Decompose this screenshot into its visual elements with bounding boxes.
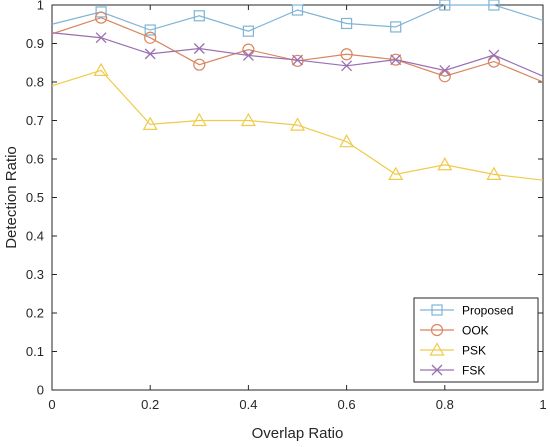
data-point bbox=[439, 64, 451, 76]
legend-item-fsk: FSK bbox=[420, 364, 485, 378]
data-point bbox=[95, 32, 107, 44]
data-point bbox=[339, 133, 355, 148]
y-axis-title: Detection Ratio bbox=[3, 146, 20, 249]
data-point bbox=[439, 0, 451, 11]
data-point bbox=[144, 48, 156, 60]
data-point bbox=[242, 25, 254, 37]
y-tick-label: 0.4 bbox=[26, 229, 44, 244]
x-tick-label: 0.6 bbox=[338, 397, 356, 412]
y-tick-label: 0.1 bbox=[26, 344, 44, 359]
data-point bbox=[389, 53, 402, 66]
data-point bbox=[341, 60, 353, 72]
legend: Proposed OOK PSK FSK bbox=[413, 297, 539, 383]
data-point bbox=[486, 166, 502, 180]
data-point bbox=[93, 62, 109, 77]
y-tick-label: 0.9 bbox=[26, 36, 44, 51]
y-tick-label: 0.3 bbox=[26, 267, 44, 282]
data-point bbox=[340, 48, 353, 61]
x-tick-label: 0.2 bbox=[141, 397, 159, 412]
y-tick-label: 0.8 bbox=[26, 75, 44, 90]
legend-item-proposed: Proposed bbox=[420, 304, 513, 318]
data-point bbox=[193, 10, 205, 22]
y-tick-label: 0.6 bbox=[26, 152, 44, 167]
series-line-proposed bbox=[51, 4, 544, 32]
legend-marker bbox=[430, 323, 444, 337]
y-tick-label: 0.2 bbox=[26, 306, 44, 321]
data-point bbox=[341, 17, 353, 30]
data-point bbox=[193, 58, 206, 71]
data-point bbox=[94, 11, 108, 24]
data-point bbox=[292, 54, 303, 66]
data-point bbox=[488, 49, 500, 61]
legend-marker bbox=[431, 364, 443, 376]
data-point bbox=[291, 4, 304, 16]
legend-item-ook: OOK bbox=[420, 324, 489, 338]
data-point bbox=[142, 116, 158, 130]
y-tick-label: 0 bbox=[37, 383, 44, 398]
x-tick-label: 0.4 bbox=[239, 397, 257, 412]
data-point bbox=[193, 43, 205, 54]
x-axis-ticks: 0 0.2 0.4 0.6 0.8 1 bbox=[48, 5, 547, 412]
data-point bbox=[144, 31, 157, 44]
y-tick-label: 1 bbox=[37, 0, 44, 13]
series-psk bbox=[51, 62, 544, 181]
data-point bbox=[242, 49, 254, 61]
legend-item-psk: PSK bbox=[420, 342, 486, 358]
data-point bbox=[488, 0, 500, 11]
legend-label: OOK bbox=[462, 324, 489, 338]
legend-label: FSK bbox=[462, 364, 485, 378]
y-tick-label: 0.7 bbox=[26, 113, 44, 128]
data-point bbox=[191, 112, 207, 127]
legend-label: PSK bbox=[462, 344, 486, 358]
y-tick-label: 0.5 bbox=[26, 190, 44, 205]
legend-marker bbox=[429, 342, 445, 356]
x-axis-title: Overlap Ratio bbox=[252, 425, 344, 442]
data-point bbox=[390, 21, 402, 33]
data-point bbox=[289, 117, 306, 131]
x-tick-label: 0.8 bbox=[436, 397, 454, 412]
data-point bbox=[388, 166, 404, 180]
series-line-psk bbox=[51, 69, 544, 181]
y-axis-ticks: 0 0.1 0.2 0.3 0.4 0.5 0.6 0.7 0.8 0.9 1 bbox=[26, 0, 543, 398]
data-point bbox=[437, 157, 453, 171]
x-tick-label: 1 bbox=[539, 397, 546, 412]
legend-label: Proposed bbox=[462, 304, 513, 318]
series-fsk bbox=[51, 32, 544, 77]
data-point bbox=[487, 55, 500, 68]
series-layer bbox=[51, 0, 544, 181]
x-tick-label: 0 bbox=[48, 397, 55, 412]
data-point bbox=[240, 112, 256, 127]
data-point bbox=[390, 54, 402, 66]
legend-marker bbox=[431, 304, 443, 316]
data-point bbox=[95, 6, 107, 18]
series-proposed bbox=[51, 0, 544, 37]
data-point bbox=[144, 24, 156, 36]
